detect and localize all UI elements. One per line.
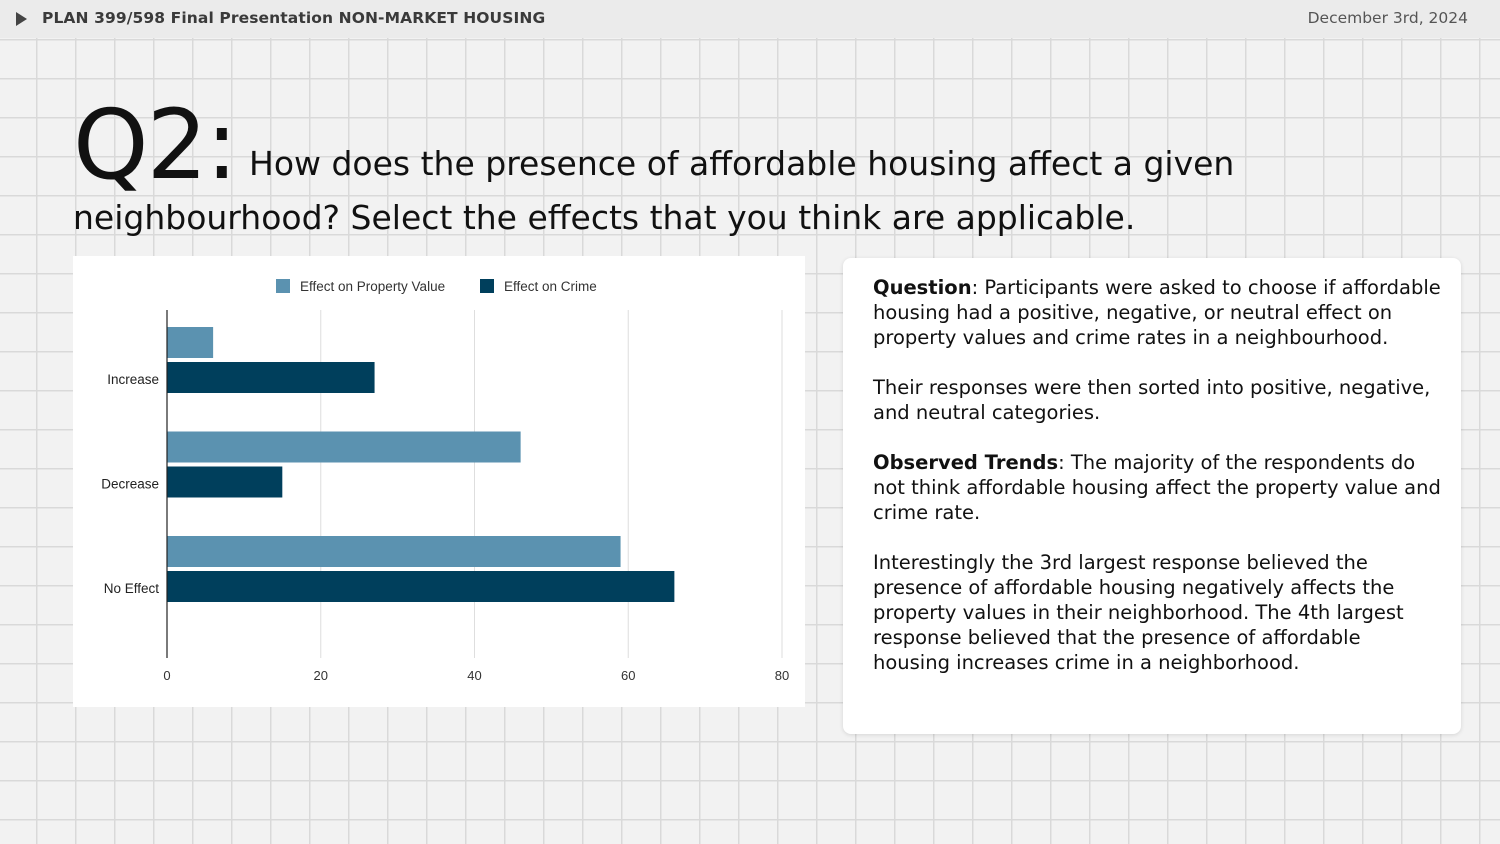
x-tick-label: 20 — [314, 668, 328, 683]
presentation-title: PLAN 399/598 Final Presentation NON-MARK… — [42, 9, 546, 27]
x-tick-label: 0 — [163, 668, 170, 683]
info-text: Question: Participants were asked to cho… — [873, 275, 1443, 700]
question-text-line-2: neighbourhood? Select the effects that y… — [73, 198, 1136, 237]
top-bar: PLAN 399/598 Final Presentation NON-MARK… — [0, 0, 1500, 38]
bar-chart: 0 20 40 60 80 Increase Decrease No Effect Effect… — [101, 279, 789, 683]
bar — [167, 327, 214, 358]
bar — [167, 466, 283, 498]
trends-paragraph: Observed Trends: The majority of the res… — [873, 450, 1443, 525]
info-card: Question: Participants were asked to cho… — [843, 258, 1461, 734]
bar — [167, 431, 521, 463]
y-tick-label: Decrease — [101, 477, 159, 492]
legend-swatch — [276, 279, 290, 293]
trends-description: : The majority of the respondents do not… — [873, 451, 1441, 524]
play-icon[interactable] — [16, 12, 27, 26]
trends-heading: Observed Trends — [873, 451, 1059, 474]
bar — [167, 362, 375, 393]
y-tick-label: Increase — [107, 372, 159, 387]
sorted-paragraph: Their responses were then sorted into po… — [873, 376, 1431, 424]
interesting-paragraph: Interestingly the 3rd largest response b… — [873, 551, 1404, 674]
legend-label: Effect on Crime — [504, 279, 597, 294]
legend-label: Effect on Property Value — [300, 279, 445, 294]
question-number: Q2: — [73, 89, 238, 201]
question-paragraph: Question: Participants were asked to cho… — [873, 275, 1443, 350]
x-tick-label: 60 — [621, 668, 635, 683]
bar — [167, 571, 675, 602]
y-tick-label: No Effect — [104, 581, 160, 596]
x-tick-label: 40 — [467, 668, 481, 683]
question-heading: Question — [873, 276, 972, 299]
chart-card: 0 20 40 60 80 Increase Decrease No Effect Effect… — [73, 256, 805, 707]
question-description: : Participants were asked to choose if a… — [873, 276, 1441, 349]
legend-swatch — [480, 279, 494, 293]
question-text-line-1: How does the presence of affordable hous… — [249, 144, 1235, 183]
bar — [167, 536, 621, 567]
presentation-date: December 3rd, 2024 — [1307, 9, 1468, 27]
x-tick-label: 80 — [775, 668, 789, 683]
